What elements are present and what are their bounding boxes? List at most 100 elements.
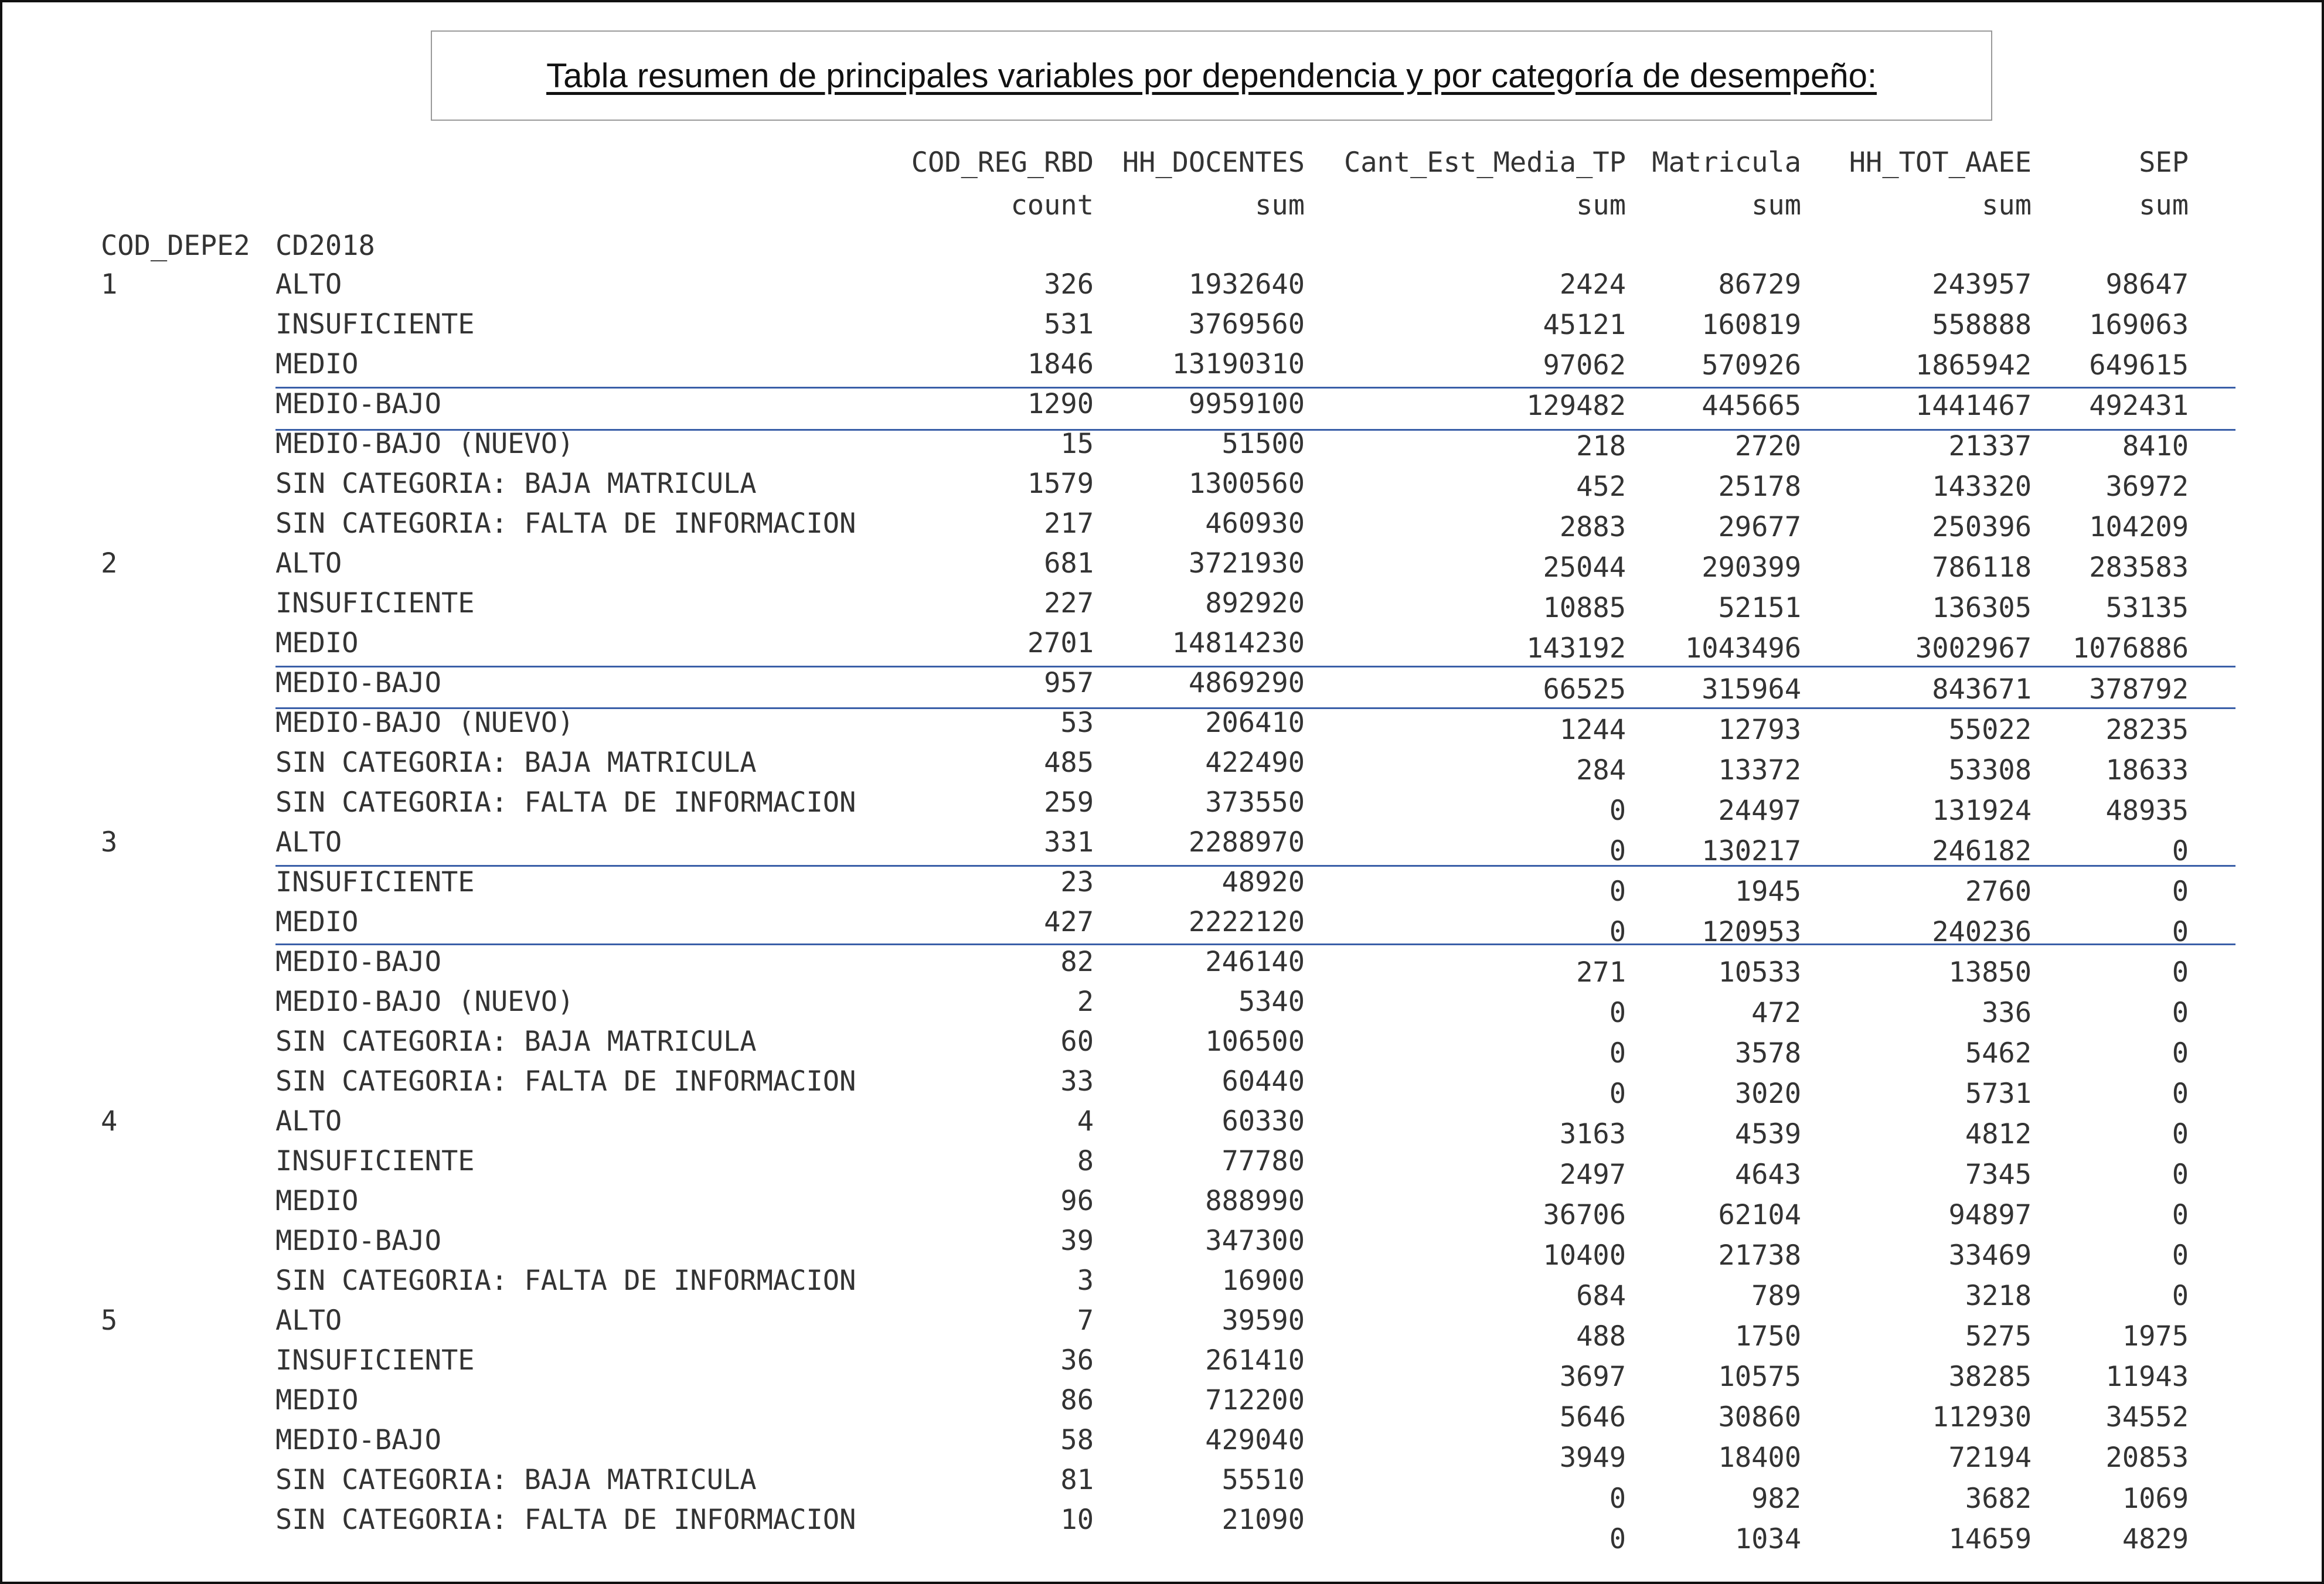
table-cell: 3 <box>1077 1265 1094 1297</box>
table-cell: 77780 <box>1221 1145 1305 1177</box>
table-cell: 33 <box>1060 1065 1094 1098</box>
row-category: MEDIO <box>275 1185 359 1217</box>
row-category: ALTO <box>275 547 342 580</box>
column-header: Matricula <box>1652 147 1801 179</box>
row-category: ALTO <box>275 1304 342 1337</box>
table-cell: 712200 <box>1205 1384 1305 1416</box>
table-cell: 283583 <box>2089 551 2189 584</box>
table-cell: 25044 <box>1543 551 1626 584</box>
table-cell: 94897 <box>1948 1199 2032 1232</box>
table-cell: 460930 <box>1205 507 1305 540</box>
table-cell: 3218 <box>1965 1280 2032 1313</box>
table-cell: 120953 <box>1702 915 1801 948</box>
table-cell: 0 <box>2172 956 2189 989</box>
table-cell: 3769560 <box>1188 308 1305 340</box>
table-cell: 452 <box>1576 471 1626 503</box>
row-category: INSUFICIENTE <box>275 1145 475 1177</box>
table-cell: 3578 <box>1734 1037 1801 1069</box>
row-category: MEDIO <box>275 906 359 938</box>
row-category: MEDIO-BAJO <box>275 946 441 978</box>
table-cell: 1043496 <box>1685 632 1801 665</box>
table-cell: 10575 <box>1718 1361 1801 1394</box>
table-cell: 684 <box>1576 1280 1626 1313</box>
index-name: CD2018 <box>275 230 375 262</box>
table-cell: 24497 <box>1718 794 1801 827</box>
table-cell: 0 <box>2172 834 2189 867</box>
highlight-rule <box>275 429 2235 431</box>
page-title: Tabla resumen de principales variables p… <box>546 56 1877 95</box>
table-cell: 60330 <box>1221 1105 1305 1137</box>
row-category: SIN CATEGORIA: FALTA DE INFORMACION <box>275 507 856 540</box>
table-cell: 28235 <box>2105 713 2189 746</box>
row-category: MEDIO-BAJO (NUEVO) <box>275 428 574 460</box>
table-cell: 4643 <box>1734 1159 1801 1191</box>
table-cell: 143192 <box>1526 632 1626 665</box>
row-category: SIN CATEGORIA: FALTA DE INFORMACION <box>275 786 856 819</box>
row-category: MEDIO-BAJO <box>275 667 441 699</box>
table-cell: 16900 <box>1221 1265 1305 1297</box>
table-cell: 957 <box>1044 667 1094 699</box>
column-agg-label: sum <box>2139 189 2189 222</box>
table-cell: 315964 <box>1702 673 1801 706</box>
row-category: INSUFICIENTE <box>275 587 475 619</box>
table-cell: 0 <box>2172 1159 2189 1191</box>
table-cell: 531 <box>1044 308 1094 340</box>
row-category: MEDIO <box>275 348 359 380</box>
row-category: INSUFICIENTE <box>275 308 475 340</box>
table-cell: 112930 <box>1932 1401 2032 1434</box>
table-cell: 1441467 <box>1915 390 2032 423</box>
column-agg-label: sum <box>1576 189 1626 222</box>
table-cell: 23 <box>1060 866 1094 898</box>
table-cell: 10400 <box>1543 1239 1626 1272</box>
table-cell: 326 <box>1044 268 1094 301</box>
table-cell: 0 <box>1609 1522 1626 1555</box>
table-cell: 422490 <box>1205 747 1305 779</box>
table-cell: 570926 <box>1702 349 1801 382</box>
table-cell: 1244 <box>1559 713 1626 746</box>
table-cell: 0 <box>2172 1037 2189 1069</box>
table-cell: 131924 <box>1932 794 2032 827</box>
table-cell: 3949 <box>1559 1442 1626 1474</box>
row-category: SIN CATEGORIA: FALTA DE INFORMACION <box>275 1504 856 1536</box>
highlight-rule <box>275 943 2235 945</box>
column-header: COD_REG_RBD <box>911 147 1094 179</box>
table-cell: 445665 <box>1702 390 1801 423</box>
table-cell: 5646 <box>1559 1401 1626 1434</box>
table-cell: 136305 <box>1932 592 2032 625</box>
column-agg-label: sum <box>1751 189 1801 222</box>
table-cell: 38285 <box>1948 1361 2032 1394</box>
row-category: ALTO <box>275 268 342 301</box>
table-cell: 20853 <box>2105 1442 2189 1474</box>
row-category: SIN CATEGORIA: FALTA DE INFORMACION <box>275 1265 856 1297</box>
table-cell: 243957 <box>1932 268 2032 301</box>
column-header: Cant_Est_Media_TP <box>1343 147 1626 179</box>
column-agg-label: count <box>1010 189 1094 222</box>
table-cell: 10885 <box>1543 592 1626 625</box>
table-cell: 33469 <box>1948 1239 2032 1272</box>
table-cell: 10533 <box>1718 956 1801 989</box>
highlight-rule <box>275 865 2235 867</box>
table-cell: 36972 <box>2105 471 2189 503</box>
table-cell: 5731 <box>1965 1078 2032 1110</box>
table-cell: 7 <box>1077 1304 1094 1337</box>
table-cell: 2760 <box>1965 875 2032 908</box>
table-cell: 649615 <box>2089 349 2189 382</box>
row-category: INSUFICIENTE <box>275 866 475 898</box>
table-cell: 55022 <box>1948 713 2032 746</box>
table-cell: 2 <box>1077 986 1094 1018</box>
table-cell: 259 <box>1044 786 1094 819</box>
table-cell: 4829 <box>2122 1522 2189 1555</box>
column-header: HH_DOCENTES <box>1122 147 1305 179</box>
table-cell: 45121 <box>1543 309 1626 342</box>
table-cell: 336 <box>1982 996 2032 1029</box>
table-cell: 5340 <box>1238 986 1305 1018</box>
table-cell: 0 <box>2172 1280 2189 1313</box>
table-cell: 2883 <box>1559 511 1626 544</box>
row-category: MEDIO-BAJO <box>275 388 441 420</box>
table-cell: 331 <box>1044 826 1094 859</box>
row-category: MEDIO <box>275 627 359 659</box>
table-cell: 36 <box>1060 1344 1094 1377</box>
table-cell: 60440 <box>1221 1065 1305 1098</box>
row-category: MEDIO <box>275 1384 359 1416</box>
index-name: COD_DEPE2 <box>101 230 250 262</box>
